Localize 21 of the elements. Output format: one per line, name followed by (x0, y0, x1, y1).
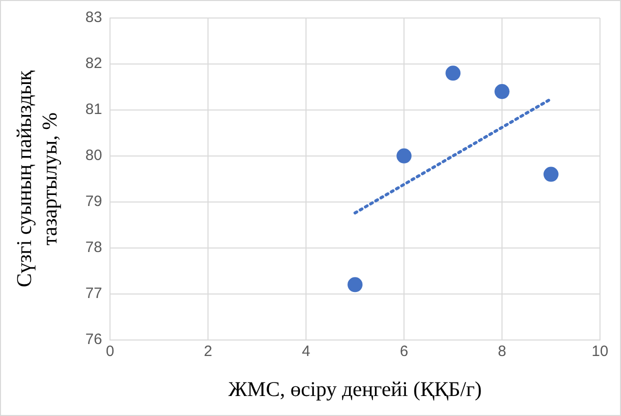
x-axis-title: ЖМС, өсіру деңгейі (ҚҚБ/г) (228, 376, 482, 401)
x-tick-label: 2 (204, 342, 212, 360)
y-axis-title: Сүзгі суының пайыздық тазартылуы, % (12, 70, 62, 288)
point (494, 84, 510, 100)
point (348, 277, 363, 292)
y-tick-label: 81 (85, 101, 102, 118)
x-tick-label: 8 (498, 342, 506, 360)
y-tick-label: 82 (85, 55, 102, 72)
x-tick-label: 4 (302, 342, 310, 360)
point (544, 166, 559, 182)
point (446, 66, 461, 81)
x-tick-label: 0 (106, 342, 114, 360)
x-tick-label: 10 (592, 342, 608, 360)
x-tick-label: 6 (400, 342, 408, 360)
point (396, 148, 412, 164)
y-tick-label: 83 (85, 9, 102, 26)
y-tick-label: 78 (85, 239, 102, 256)
y-tick-label: 77 (85, 284, 102, 302)
y-tick-label: 79 (85, 193, 102, 210)
y-tick-label: 76 (85, 330, 102, 348)
y-tick-label: 80 (85, 147, 102, 164)
